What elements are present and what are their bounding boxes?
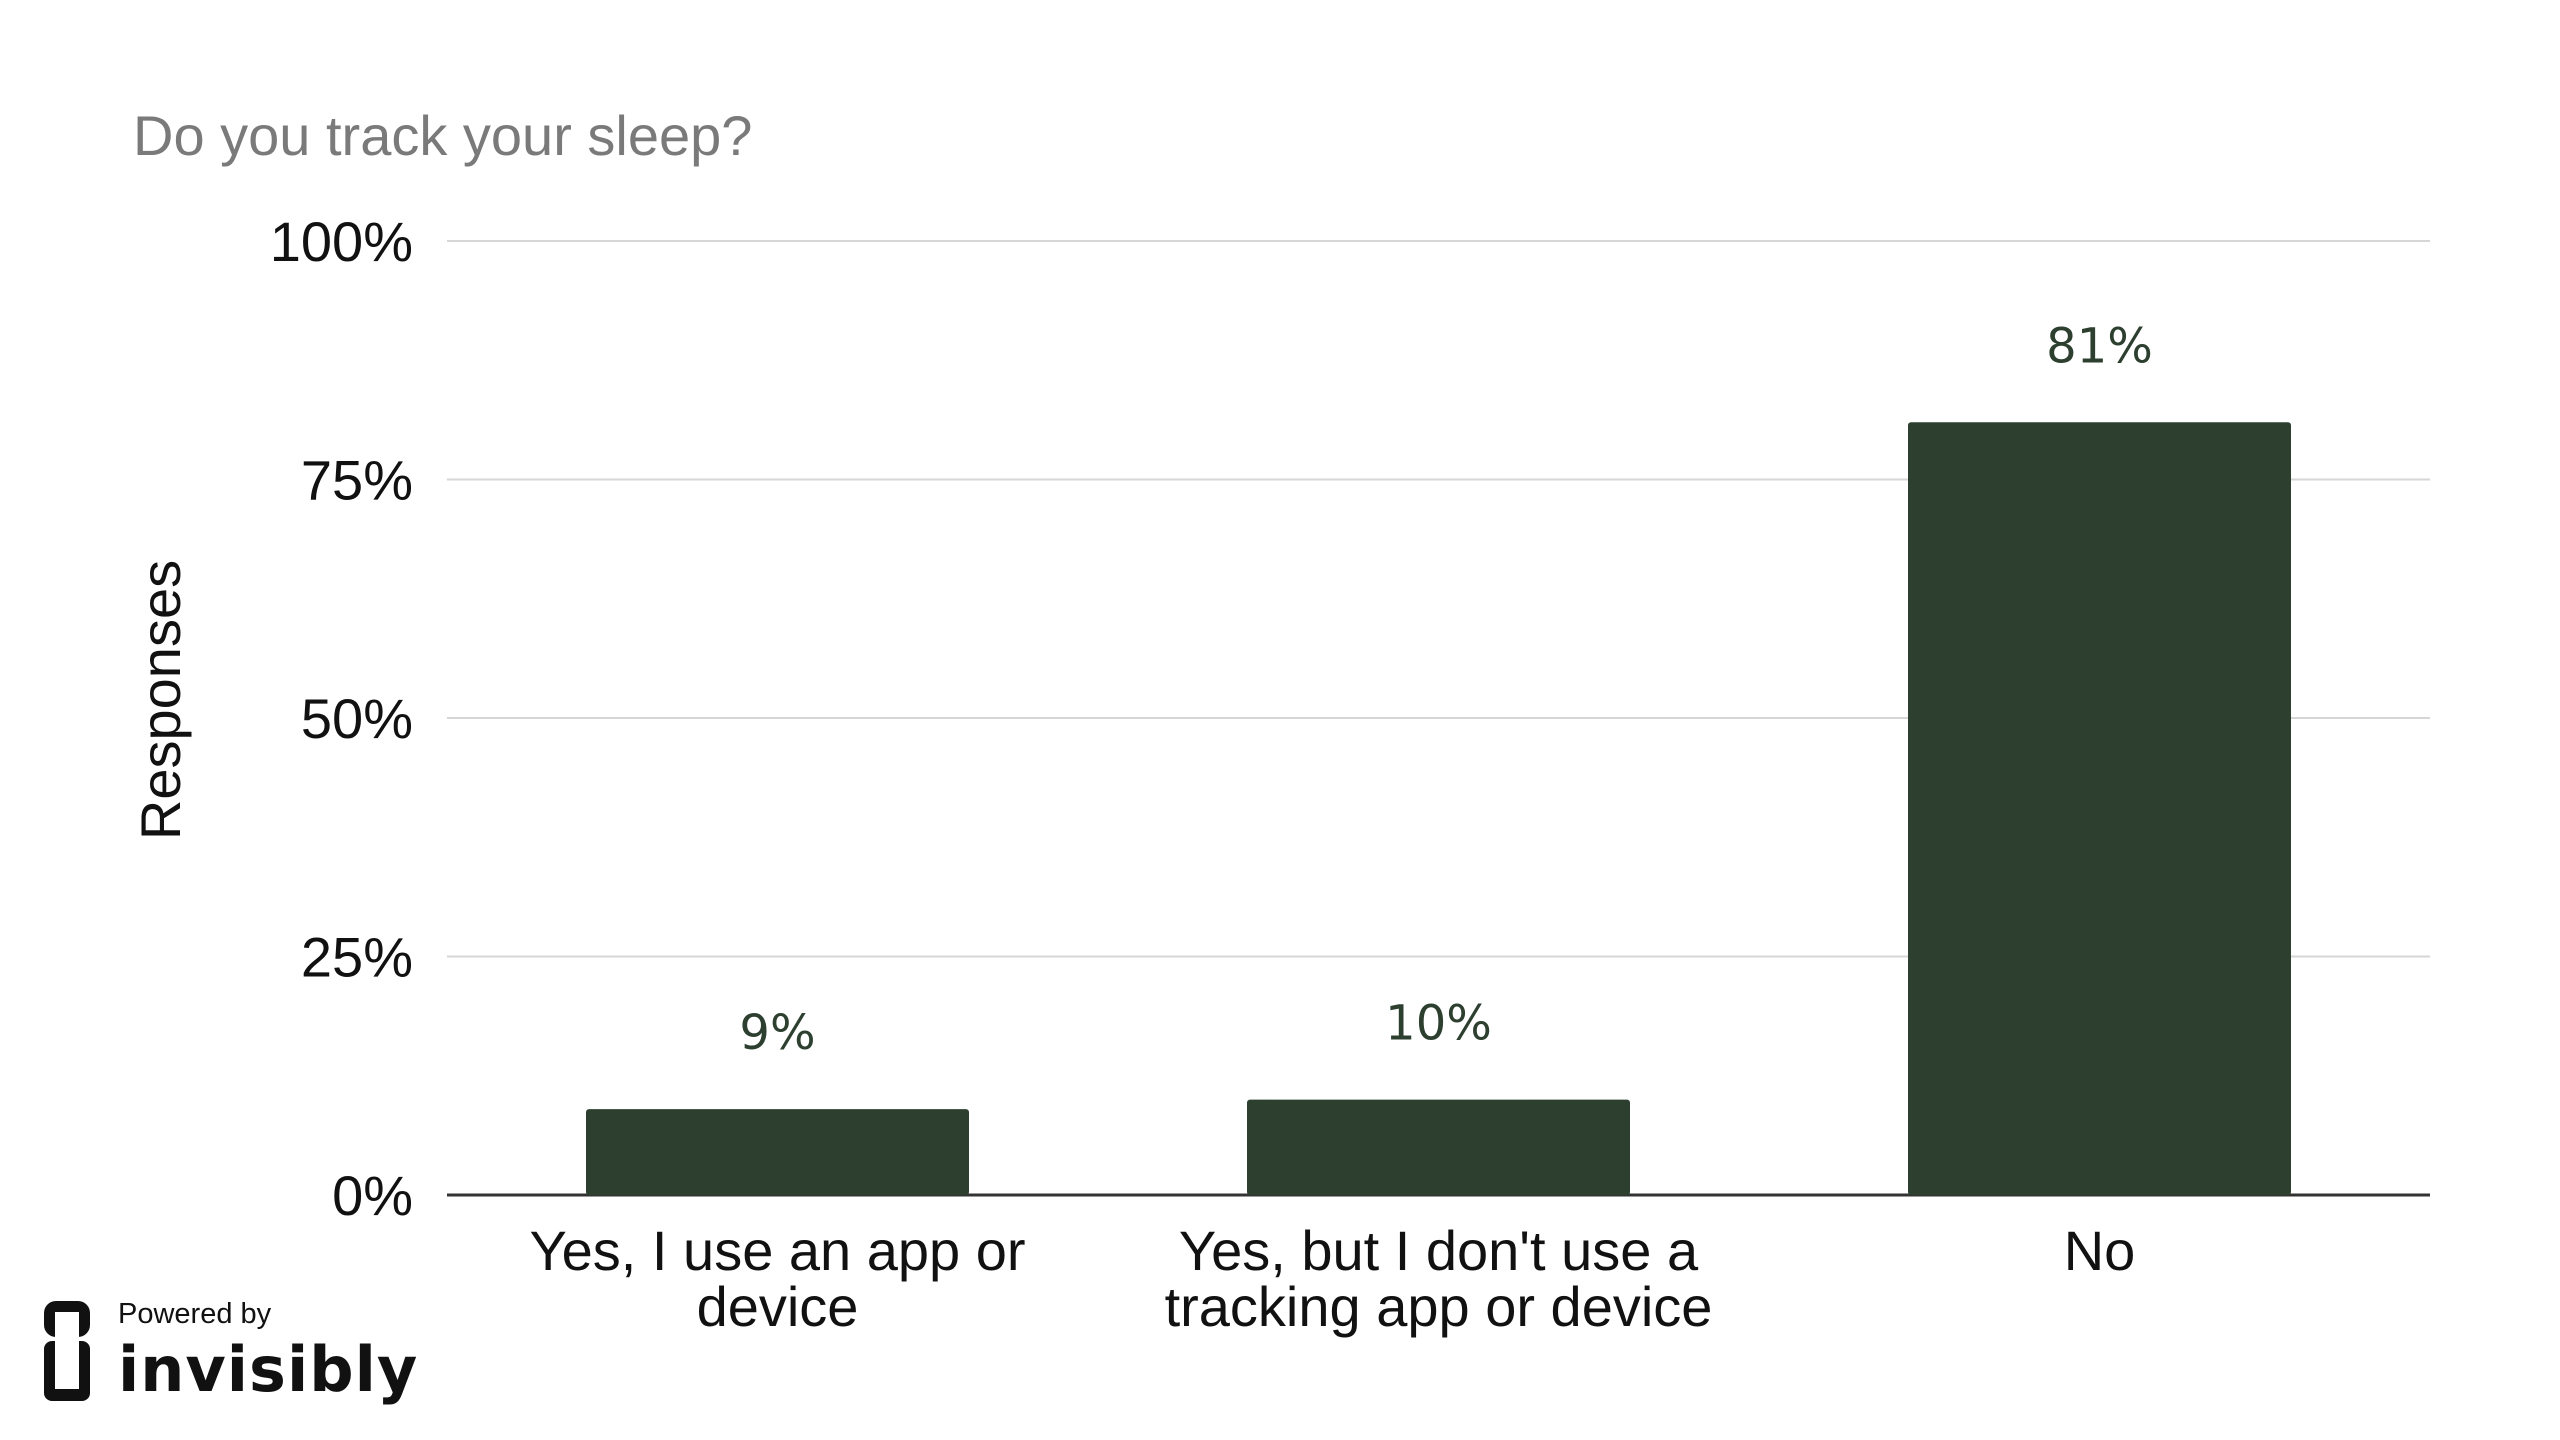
bar — [586, 1109, 969, 1195]
y-tick-label: 50% — [301, 687, 413, 750]
data-labels: 9% 10% 81% — [739, 318, 2152, 1061]
chart-title: Do you track your sleep? — [133, 104, 752, 167]
bar — [1908, 422, 2291, 1195]
invisibly-logo-icon — [44, 1300, 90, 1401]
brand-wordmark: invisibly — [118, 1333, 419, 1406]
x-tick-label: tracking app or device — [1165, 1275, 1713, 1338]
bars — [586, 422, 2291, 1195]
x-tick-label: Yes, but I don't use a — [1179, 1219, 1699, 1282]
x-tick-label: device — [697, 1275, 859, 1338]
data-label: 81% — [2046, 318, 2153, 374]
data-label: 9% — [739, 1005, 815, 1061]
y-tick-label: 25% — [301, 926, 413, 989]
powered-by-branding: Powered by invisibly — [44, 1300, 418, 1401]
y-tick-label: 75% — [301, 449, 413, 512]
y-tick-label: 100% — [270, 210, 413, 273]
bar — [1247, 1099, 1630, 1195]
x-tick-label: Yes, I use an app or — [529, 1219, 1025, 1282]
powered-by-label: Powered by — [118, 1298, 272, 1330]
y-axis-label: Responses — [129, 560, 192, 840]
data-label: 10% — [1385, 996, 1492, 1052]
y-axis-ticks: 0% 25% 50% 75% 100% — [270, 210, 413, 1227]
y-tick-label: 0% — [332, 1164, 413, 1227]
x-tick-label: No — [2064, 1219, 2136, 1282]
